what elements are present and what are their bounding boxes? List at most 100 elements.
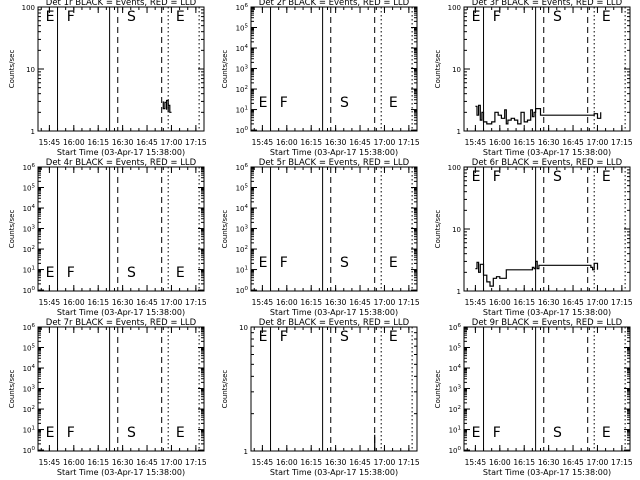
y-tick-label: 1: [457, 288, 461, 296]
y-tick-label: 104: [23, 364, 36, 373]
y-tick-label: 100: [448, 4, 461, 12]
event-marker-e: E: [46, 9, 55, 25]
event-marker-e: E: [602, 169, 611, 185]
x-tick-label: 16:30: [538, 298, 560, 307]
x-tick-label: 16:30: [325, 458, 347, 467]
y-tick-label: 1: [244, 448, 248, 456]
y-tick-label: 106: [449, 323, 462, 332]
event-marker-f: F: [280, 329, 288, 345]
y-tick-label: 106: [236, 163, 249, 172]
y-tick-label: 104: [236, 204, 249, 213]
panel-det-5: Det 5r BLACK = Events, RED = LLD Counts/s…: [221, 158, 420, 317]
event-marker-e: E: [259, 95, 268, 111]
x-tick-label: 15:45: [465, 458, 487, 467]
x-tick-label: 17:15: [185, 458, 207, 467]
y-tick-label: 101: [236, 106, 248, 115]
y-tick-label: 101: [236, 266, 248, 275]
x-tick-label: 16:00: [63, 138, 85, 147]
x-tick-label: 16:00: [276, 138, 298, 147]
y-tick-label: 10: [452, 66, 461, 74]
events-series-line: [475, 104, 602, 125]
panel-title: Det 3r BLACK = Events, RED = LLD: [472, 0, 623, 8]
x-tick-label: 16:45: [562, 298, 584, 307]
x-tick-label: 16:15: [300, 458, 322, 467]
x-axis-label: Start Time (03-Apr-17 15:38:00): [270, 148, 398, 157]
y-tick-label: 105: [23, 184, 36, 193]
y-tick-label: 102: [236, 85, 248, 94]
x-tick-label: 17:00: [374, 298, 396, 307]
y-tick-label: 1: [457, 128, 461, 136]
x-axis-label: Start Time (03-Apr-17 15:38:00): [57, 468, 185, 477]
y-tick-label: 100: [23, 446, 36, 455]
x-tick-label: 17:15: [398, 298, 420, 307]
event-marker-e: E: [602, 9, 611, 25]
x-tick-label: 16:45: [136, 458, 158, 467]
x-tick-label: 16:15: [513, 138, 535, 147]
event-marker-s: S: [553, 169, 562, 185]
x-tick-label: 16:45: [562, 458, 584, 467]
plot-frame: [37, 326, 205, 452]
panel-title: Det 6r BLACK = Events, RED = LLD: [472, 158, 623, 168]
x-tick-label: 16:45: [136, 298, 158, 307]
event-marker-f: F: [67, 425, 75, 441]
x-tick-label: 16:45: [349, 458, 371, 467]
event-marker-f: F: [67, 9, 75, 25]
event-marker-s: S: [553, 425, 562, 441]
y-tick-label: 105: [236, 184, 249, 193]
x-tick-label: 15:45: [252, 138, 274, 147]
x-tick-label: 16:00: [63, 298, 85, 307]
y-axis-label: Counts/sec: [221, 50, 229, 89]
event-marker-e: E: [472, 9, 481, 25]
x-tick-label: 17:00: [587, 298, 609, 307]
x-tick-label: 16:00: [276, 458, 298, 467]
x-tick-label: 17:15: [611, 458, 633, 467]
x-tick-label: 15:45: [465, 298, 487, 307]
event-marker-e: E: [46, 425, 55, 441]
panel-title: Det 8r BLACK = Events, RED = LLD: [259, 318, 410, 328]
x-tick-label: 17:00: [161, 138, 183, 147]
x-tick-label: 15:45: [39, 138, 61, 147]
panel-det-8: Det 8r BLACK = Events, RED = LLD Counts/s…: [221, 318, 420, 477]
x-axis-label: Start Time (03-Apr-17 15:38:00): [270, 308, 398, 317]
panel-title: Det 9r BLACK = Events, RED = LLD: [472, 318, 623, 328]
x-tick-label: 16:30: [112, 458, 134, 467]
event-marker-f: F: [280, 95, 288, 111]
panel-title: Det 7r BLACK = Events, RED = LLD: [46, 318, 197, 328]
y-axis-label: Counts/sec: [8, 50, 16, 89]
x-tick-label: 16:15: [87, 458, 109, 467]
y-tick-label: 104: [449, 364, 462, 373]
x-tick-label: 16:30: [538, 458, 560, 467]
x-tick-label: 16:15: [300, 298, 322, 307]
y-axis-label: Counts/sec: [8, 210, 16, 249]
plot-frame: [463, 6, 631, 132]
y-tick-label: 102: [236, 245, 248, 254]
y-axis-label: Counts/sec: [8, 370, 16, 409]
x-tick-label: 15:45: [39, 298, 61, 307]
y-tick-label: 104: [236, 44, 249, 53]
x-tick-label: 15:45: [465, 138, 487, 147]
event-marker-e: E: [472, 425, 481, 441]
x-tick-label: 16:00: [276, 298, 298, 307]
x-tick-label: 16:30: [538, 138, 560, 147]
x-tick-label: 17:15: [611, 138, 633, 147]
x-tick-label: 17:00: [587, 458, 609, 467]
event-marker-e: E: [472, 169, 481, 185]
event-marker-e: E: [389, 329, 398, 345]
x-tick-label: 17:15: [185, 138, 207, 147]
y-tick-label: 103: [236, 65, 249, 74]
x-tick-label: 16:45: [349, 298, 371, 307]
event-marker-s: S: [340, 329, 349, 345]
plot-frame: [250, 6, 418, 132]
event-marker-f: F: [493, 9, 501, 25]
y-tick-label: 106: [23, 323, 36, 332]
y-tick-label: 106: [23, 163, 36, 172]
panel-title: Det 1r BLACK = Events, RED = LLD: [46, 0, 197, 8]
x-tick-label: 17:15: [611, 298, 633, 307]
plot-frame: [250, 166, 418, 292]
event-marker-e: E: [259, 255, 268, 271]
y-tick-label: 106: [236, 3, 249, 12]
panel-det-6: Det 6r BLACK = Events, RED = LLD Counts/s…: [434, 158, 633, 317]
y-axis-label: Counts/sec: [221, 210, 229, 249]
y-tick-label: 103: [23, 385, 36, 394]
y-tick-label: 105: [23, 344, 36, 353]
